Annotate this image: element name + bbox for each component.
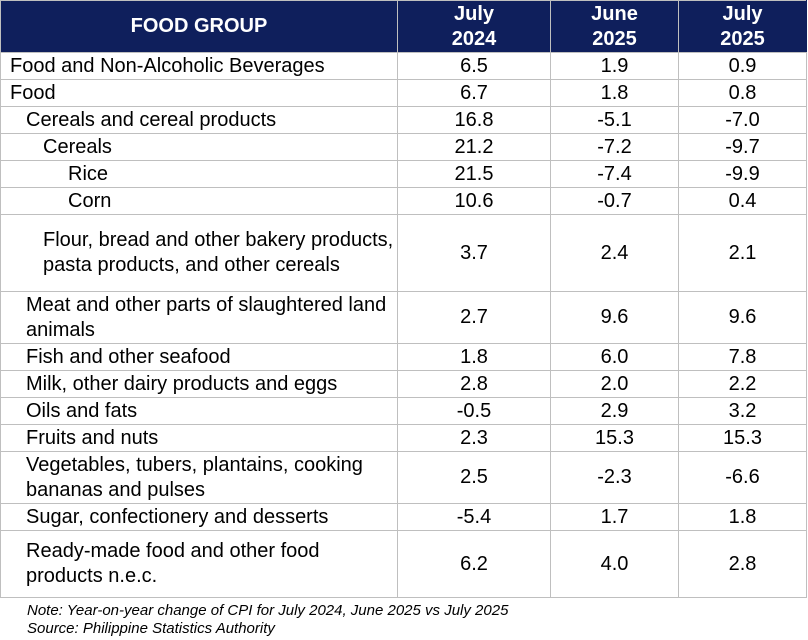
value-july-2025: 2.1 [678,214,807,292]
row-label: Cereals and cereal products [0,106,398,134]
header-food-group: FOOD GROUP [0,0,398,53]
row-label: Cereals [0,133,398,161]
value-june-2025: 2.4 [550,214,679,292]
value-july-2025: 1.8 [678,503,807,531]
row-label: Food [0,79,398,107]
table-row: Cereals 21.2 -7.2 -9.7 [0,133,807,161]
value-june-2025: -7.4 [550,160,679,188]
header-july-2024: July 2024 [397,0,551,53]
value-june-2025: 2.9 [550,397,679,425]
value-june-2025: 1.7 [550,503,679,531]
row-label: Ready-made food and other food products … [0,530,398,598]
row-label: Fruits and nuts [0,424,398,452]
value-june-2025: 1.8 [550,79,679,107]
value-july-2025: -6.6 [678,451,807,504]
value-june-2025: 15.3 [550,424,679,452]
row-label: Vegetables, tubers, plantains, cooking b… [0,451,398,504]
row-label: Milk, other dairy products and eggs [0,370,398,398]
value-july-2024: -5.4 [397,503,551,531]
value-june-2025: -2.3 [550,451,679,504]
value-july-2025: 2.8 [678,530,807,598]
cpi-food-table: FOOD GROUP July 2024 June 2025 July 2025 Fo… [0,0,807,598]
value-july-2025: 0.4 [678,187,807,215]
value-june-2025: 4.0 [550,530,679,598]
footnote-source: Source: Philippine Statistics Authority [27,620,275,637]
footnote: Note: Year-on-year change of CPI for Jul… [27,602,508,638]
value-july-2025: 0.9 [678,52,807,80]
header-july-2025: July 2025 [678,0,807,53]
table-row: Vegetables, tubers, plantains, cooking b… [0,451,807,504]
value-june-2025: 6.0 [550,343,679,371]
value-july-2024: 2.3 [397,424,551,452]
value-june-2025: -5.1 [550,106,679,134]
table-row: Sugar, confectionery and desserts -5.4 1… [0,503,807,531]
row-label: Sugar, confectionery and desserts [0,503,398,531]
value-july-2024: 2.8 [397,370,551,398]
value-june-2025: 9.6 [550,291,679,344]
row-label: Food and Non-Alcoholic Beverages [0,52,398,80]
row-label: Fish and other seafood [0,343,398,371]
value-june-2025: 1.9 [550,52,679,80]
value-july-2025: -9.7 [678,133,807,161]
value-june-2025: -7.2 [550,133,679,161]
value-july-2025: 7.8 [678,343,807,371]
table-row: Meat and other parts of slaughtered land… [0,291,807,344]
table-row: Food 6.7 1.8 0.8 [0,79,807,107]
value-july-2025: 0.8 [678,79,807,107]
value-july-2024: 6.5 [397,52,551,80]
table-row: Cereals and cereal products 16.8 -5.1 -7… [0,106,807,134]
value-july-2024: 6.7 [397,79,551,107]
value-july-2025: -7.0 [678,106,807,134]
row-label: Flour, bread and other bakery products, … [0,214,398,292]
table-row: Oils and fats -0.5 2.9 3.2 [0,397,807,425]
table-row: Fruits and nuts 2.3 15.3 15.3 [0,424,807,452]
table-row: Food and Non-Alcoholic Beverages 6.5 1.9… [0,52,807,80]
value-july-2024: -0.5 [397,397,551,425]
header-june-2025: June 2025 [550,0,679,53]
value-july-2024: 6.2 [397,530,551,598]
value-july-2025: -9.9 [678,160,807,188]
table-row: Rice 21.5 -7.4 -9.9 [0,160,807,188]
footnote-note: Note: Year-on-year change of CPI for Jul… [27,602,509,619]
table-row: Ready-made food and other food products … [0,530,807,598]
value-july-2024: 21.5 [397,160,551,188]
table-header: FOOD GROUP July 2024 June 2025 July 2025 [0,0,807,53]
table-row: Flour, bread and other bakery products, … [0,214,807,292]
value-june-2025: 2.0 [550,370,679,398]
row-label: Rice [0,160,398,188]
value-july-2024: 2.5 [397,451,551,504]
row-label: Oils and fats [0,397,398,425]
value-july-2024: 16.8 [397,106,551,134]
value-july-2025: 2.2 [678,370,807,398]
row-label: Corn [0,187,398,215]
value-july-2025: 15.3 [678,424,807,452]
table-row: Fish and other seafood 1.8 6.0 7.8 [0,343,807,371]
value-july-2024: 2.7 [397,291,551,344]
value-july-2024: 21.2 [397,133,551,161]
value-july-2024: 3.7 [397,214,551,292]
value-july-2024: 1.8 [397,343,551,371]
table-row: Milk, other dairy products and eggs 2.8 … [0,370,807,398]
value-july-2025: 9.6 [678,291,807,344]
table-row: Corn 10.6 -0.7 0.4 [0,187,807,215]
row-label: Meat and other parts of slaughtered land… [0,291,398,344]
value-july-2025: 3.2 [678,397,807,425]
value-july-2024: 10.6 [397,187,551,215]
value-june-2025: -0.7 [550,187,679,215]
